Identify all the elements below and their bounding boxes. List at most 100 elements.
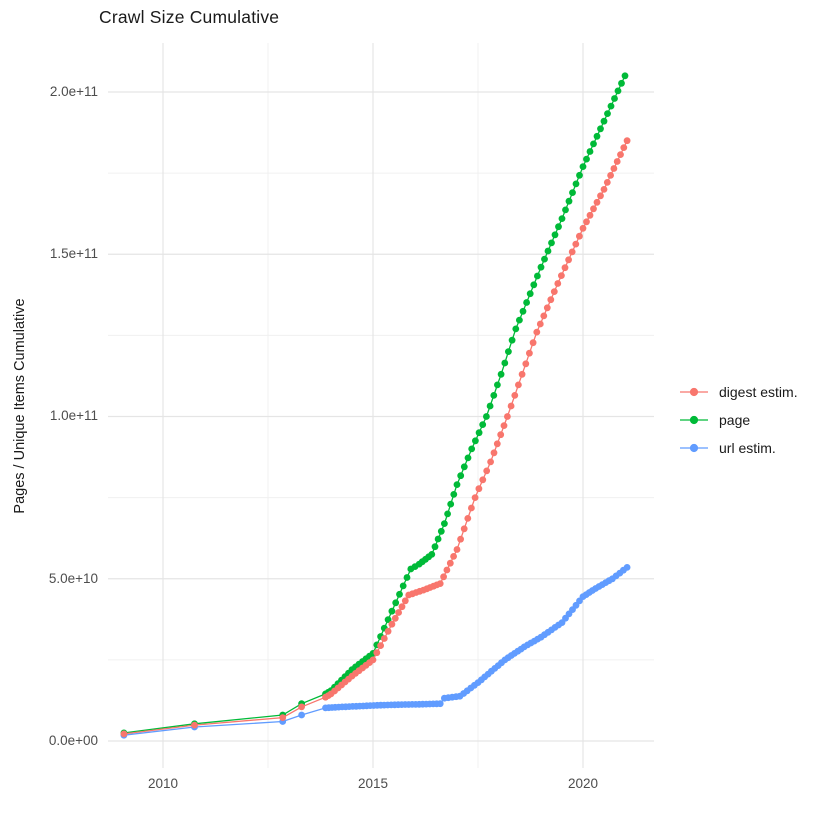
data-point-page bbox=[611, 95, 618, 102]
data-point-url-estim- bbox=[623, 564, 631, 571]
data-point-page bbox=[444, 510, 451, 518]
data-point-digest-estim- bbox=[579, 224, 587, 232]
data-point-page bbox=[523, 299, 530, 306]
data-point-page bbox=[505, 348, 512, 355]
data-point-digest-estim- bbox=[395, 609, 402, 616]
data-point-page bbox=[392, 599, 400, 607]
data-point-page bbox=[534, 272, 541, 280]
data-point-digest-estim- bbox=[191, 721, 198, 729]
data-point-page bbox=[457, 472, 465, 480]
data-point-page bbox=[497, 370, 505, 378]
plot-title: Crawl Size Cumulative bbox=[99, 7, 280, 27]
data-point-digest-estim- bbox=[369, 656, 377, 664]
data-point-digest-estim- bbox=[377, 642, 384, 649]
y-tick-label: 2.0e+11 bbox=[49, 84, 98, 99]
legend-key-digest-icon bbox=[680, 387, 708, 397]
data-point-digest-estim- bbox=[436, 580, 444, 587]
data-point-page bbox=[453, 481, 461, 488]
data-point-digest-estim- bbox=[550, 288, 558, 295]
x-tick-label: 2015 bbox=[357, 776, 389, 791]
data-point-digest-estim- bbox=[440, 573, 447, 581]
y-tick-label: 5.0e+10 bbox=[48, 571, 98, 586]
data-point-digest-estim- bbox=[384, 627, 392, 635]
data-point-page bbox=[399, 582, 407, 590]
data-point-page bbox=[600, 117, 608, 125]
data-point-digest-estim- bbox=[450, 553, 457, 560]
data-point-digest-estim- bbox=[597, 192, 604, 200]
data-point-page bbox=[428, 551, 436, 558]
data-point-page bbox=[494, 381, 501, 389]
legend-key-point bbox=[689, 415, 699, 425]
data-point-digest-estim- bbox=[504, 413, 511, 420]
data-point-digest-estim- bbox=[380, 635, 388, 642]
data-point-page bbox=[468, 445, 476, 453]
data-point-page bbox=[618, 79, 625, 87]
data-point-page bbox=[490, 392, 498, 399]
data-point-digest-estim- bbox=[543, 304, 551, 312]
data-point-page bbox=[583, 155, 590, 163]
legend-label: digest estim. bbox=[719, 384, 798, 400]
data-point-page bbox=[447, 500, 455, 508]
data-point-digest-estim- bbox=[446, 559, 454, 567]
data-point-digest-estim- bbox=[475, 485, 483, 493]
data-point-digest-estim- bbox=[576, 232, 583, 240]
data-point-page bbox=[396, 590, 403, 598]
data-point-page bbox=[508, 336, 516, 344]
data-point-digest-estim- bbox=[493, 440, 501, 448]
data-point-digest-estim- bbox=[460, 525, 468, 533]
y-tick-label: 1.0e+11 bbox=[49, 408, 98, 423]
legend-key-point bbox=[689, 387, 699, 397]
data-point-digest-estim- bbox=[388, 620, 396, 628]
data-point-page bbox=[434, 535, 442, 543]
data-point-digest-estim- bbox=[401, 597, 409, 605]
data-point-url-estim- bbox=[436, 700, 444, 708]
data-point-page bbox=[530, 281, 538, 289]
data-point-digest-estim- bbox=[558, 272, 565, 279]
data-point-page bbox=[464, 454, 472, 462]
data-point-page bbox=[614, 87, 622, 95]
data-point-digest-estim- bbox=[583, 218, 590, 226]
data-point-digest-estim- bbox=[610, 165, 618, 172]
data-point-page bbox=[460, 463, 468, 471]
data-point-page bbox=[512, 325, 520, 333]
data-point-page bbox=[501, 359, 509, 367]
data-point-page bbox=[604, 110, 611, 117]
data-point-digest-estim- bbox=[547, 296, 555, 304]
data-point-digest-estim- bbox=[620, 144, 628, 152]
data-point-page bbox=[565, 197, 573, 205]
data-point-digest-estim- bbox=[490, 449, 498, 457]
data-point-digest-estim- bbox=[554, 280, 562, 287]
data-point-digest-estim- bbox=[613, 158, 621, 165]
y-tick-label: 1.5e+11 bbox=[49, 246, 98, 261]
data-point-page bbox=[551, 231, 559, 239]
data-point-page bbox=[519, 307, 527, 315]
data-point-digest-estim- bbox=[586, 211, 594, 219]
y-tick-label: 0.0e+00 bbox=[48, 733, 98, 748]
data-point-digest-estim- bbox=[515, 381, 522, 389]
data-point-page bbox=[569, 189, 576, 197]
data-point-digest-estim- bbox=[540, 312, 548, 320]
data-point-digest-estim- bbox=[479, 476, 487, 484]
data-point-digest-estim- bbox=[617, 151, 624, 159]
data-point-page bbox=[590, 140, 597, 148]
data-point-page bbox=[544, 247, 552, 255]
data-point-page bbox=[572, 180, 580, 188]
data-point-page bbox=[555, 223, 562, 231]
data-point-page bbox=[558, 215, 566, 223]
data-point-digest-estim- bbox=[526, 349, 533, 357]
data-point-digest-estim- bbox=[529, 339, 537, 347]
data-point-page bbox=[576, 171, 583, 179]
data-point-digest-estim- bbox=[497, 431, 505, 439]
data-point-digest-estim- bbox=[483, 467, 491, 475]
data-point-digest-estim- bbox=[487, 458, 494, 466]
data-point-digest-estim- bbox=[607, 172, 614, 179]
legend: digest estim. page url estim. bbox=[679, 378, 819, 462]
data-point-digest-estim- bbox=[443, 566, 451, 574]
data-point-page bbox=[384, 616, 392, 623]
data-point-page bbox=[431, 543, 439, 551]
data-point-digest-estim- bbox=[457, 535, 464, 543]
data-point-page bbox=[388, 607, 396, 615]
data-point-digest-estim- bbox=[590, 205, 597, 213]
